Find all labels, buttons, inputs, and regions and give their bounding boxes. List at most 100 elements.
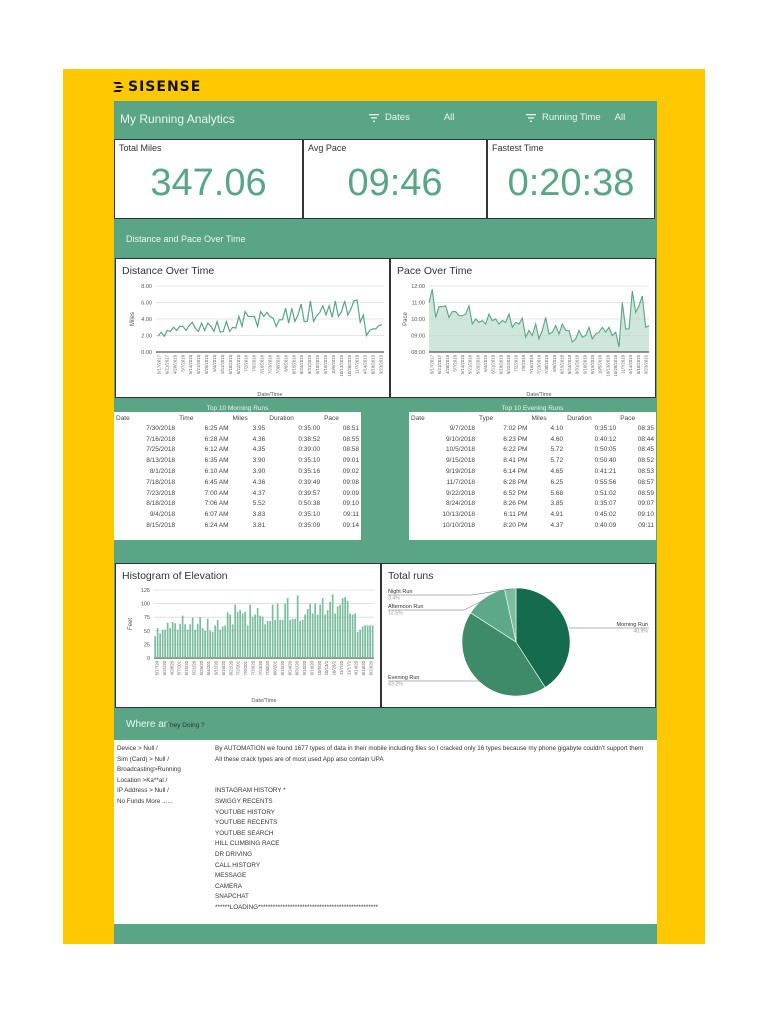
kpi-value: 09:46 xyxy=(347,162,443,204)
sisense-logo-icon xyxy=(113,82,124,92)
note-line: All these crack types are of most used A… xyxy=(215,755,384,763)
filter-dates-value[interactable]: All xyxy=(443,112,455,123)
table-row[interactable]: 8/13/2018 6:35 AM 3.90 0:35:10 09:01 xyxy=(114,455,361,466)
total-runs-card[interactable]: Total runs Morning Run 40.9% Evening Run 43… xyxy=(381,563,656,708)
svg-text:Afternoon Run: Afternoon Run xyxy=(388,604,423,610)
note-line: By AUTOMATION we found 1677 types of dat… xyxy=(215,745,644,752)
filter-running-time-value[interactable]: All xyxy=(614,112,626,123)
table-row[interactable]: 9/15/2018 8:41 PM 5.72 0:50:40 08:52 xyxy=(409,455,656,466)
svg-text:25: 25 xyxy=(144,642,150,648)
table-cell: 08:55 xyxy=(342,435,359,443)
table-row[interactable]: 9/7/2018 7:02 PM 4.10 0:35:10 08:35 xyxy=(409,423,656,434)
table-cell: 09:11 xyxy=(638,522,654,530)
column-header[interactable]: Pace xyxy=(620,415,636,422)
elevation-bar-chart[interactable]: 0 25 50 75 100 125 5/17/20 6/21/20 4/28/20 5/7/20… xyxy=(116,564,379,706)
table-cell: 08:53 xyxy=(637,468,654,476)
pace-over-time-card[interactable]: Pace Over Time 08:00 09:00 10:00 11:00 12:00… xyxy=(390,258,656,398)
note-line: INSTAGRAM HISTORY * xyxy=(215,787,286,795)
svg-text:8/24/2018: 8/24/2018 xyxy=(299,354,304,374)
histogram-elevation-card[interactable]: Histogram of Elevation 0 25 50 75 100 125 5/17… xyxy=(115,563,381,708)
svg-text:10/28/2018: 10/28/2018 xyxy=(613,354,618,376)
table-cell: 09:01 xyxy=(342,457,359,465)
table-cell: 08:57 xyxy=(637,478,654,486)
column-header[interactable]: Date xyxy=(116,415,130,422)
section-title: Distance and Pace Over Time xyxy=(126,234,246,244)
table-cell: 6:35 AM xyxy=(204,457,229,465)
table-cell: 4.36 xyxy=(252,478,266,486)
table-cell: 0:55:56 xyxy=(594,478,617,486)
table-cell: 0:39:57 xyxy=(298,489,321,497)
svg-text:11/7/20: 11/7/20 xyxy=(339,660,344,675)
table-cell: 7/30/2018 xyxy=(146,424,176,432)
column-header[interactable]: Type xyxy=(478,415,494,422)
svg-text:5/17/2017: 5/17/2017 xyxy=(430,354,435,374)
table-cell: 10/5/2018 xyxy=(446,446,475,454)
column-header[interactable]: Date xyxy=(411,415,425,422)
table-cell: 6:45 AM xyxy=(204,478,229,486)
table-row[interactable]: 9/10/2018 6:23 PM 4.60 0:40:12 08:44 xyxy=(409,434,656,445)
column-header[interactable]: Miles xyxy=(531,415,547,422)
table-cell: 4.36 xyxy=(252,435,266,443)
table-cell: 5.72 xyxy=(550,457,564,465)
svg-text:11:00: 11:00 xyxy=(412,301,425,307)
table-row[interactable]: 8/1/2018 6:10 AM 3.90 0:35:16 09:02 xyxy=(114,466,361,477)
table-cell: 0:39:49 xyxy=(298,478,321,486)
notes-panel: Device > Null / Sim (Card) > Null / Broadc… xyxy=(114,740,657,924)
table-row[interactable]: 7/18/2018 6:45 AM 4.36 0:39:49 09:08 xyxy=(114,477,361,488)
column-header[interactable]: Pace xyxy=(324,415,339,422)
table-cell: 3.85 xyxy=(550,500,564,508)
top-evening-runs-table[interactable]: Top 10 Evening Runs Date Type Miles Duratio… xyxy=(409,405,656,540)
chart-title: Pace Over Time xyxy=(397,265,473,277)
table-cell: 6.25 xyxy=(550,478,564,486)
table-row[interactable]: 10/10/2018 8:20 PM 4.37 0:40:09 09:11 xyxy=(409,520,656,531)
table-row[interactable]: 7/25/2018 6:12 AM 4.35 0:39:00 08:58 xyxy=(114,445,361,456)
svg-text:Feet: Feet xyxy=(128,618,134,630)
table-row[interactable]: 9/4/2018 6:07 AM 3.83 0:35:10 09:11 xyxy=(114,509,361,520)
table-row[interactable]: 10/5/2018 6:22 PM 5.72 0:50:05 08:45 xyxy=(409,445,656,456)
table-row[interactable]: 7/16/2018 6:28 AM 4.36 0:38:52 08:55 xyxy=(114,434,361,445)
table-cell: 09:14 xyxy=(342,522,359,530)
table-row[interactable]: 8/18/2018 7:06 AM 5.52 0:50:38 09:10 xyxy=(114,499,361,510)
svg-text:5/21/2018: 5/21/2018 xyxy=(196,354,201,374)
table-row[interactable]: 7/23/2018 7:00 AM 4.37 0:39:57 09:09 xyxy=(114,488,361,499)
table-caption: Top 10 Morning Runs xyxy=(206,405,269,412)
table-cell: 0:39:00 xyxy=(298,446,321,454)
svg-text:6/11/2018: 6/11/2018 xyxy=(220,354,225,373)
svg-text:11/7/2018: 11/7/2018 xyxy=(355,354,360,373)
table-cell: 8/13/2018 xyxy=(146,457,176,465)
svg-text:5/17/20: 5/17/20 xyxy=(155,660,160,675)
table-cell: 4.35 xyxy=(252,446,266,454)
column-header[interactable]: Time xyxy=(179,415,194,422)
kpi-avg-pace[interactable]: Avg Pace 09:46 xyxy=(303,139,487,219)
table-cell: 3.83 xyxy=(252,511,266,519)
section-title-suffix: They Doing ? xyxy=(166,722,205,729)
table-cell: 09:10 xyxy=(342,500,359,508)
svg-text:8/18/20: 8/18/20 xyxy=(361,660,366,675)
column-header[interactable]: Duration xyxy=(567,415,592,422)
table-row[interactable]: 9/19/2018 6:14 PM 4.65 0:41:21 08:53 xyxy=(409,466,656,477)
table-row[interactable]: 7/30/2018 6:25 AM 3.95 0:35:00 08:51 xyxy=(114,423,361,434)
table-cell: 6:07 AM xyxy=(204,511,229,519)
column-header[interactable]: Miles xyxy=(232,415,248,422)
table-cell: 0:40:12 xyxy=(594,435,617,443)
table-row[interactable]: 8/15/2018 6:24 AM 3.81 0:35:09 09:14 xyxy=(114,520,361,531)
svg-text:11/17/2: 11/17/2 xyxy=(346,660,351,675)
filter-running-time[interactable]: Running Time All xyxy=(526,112,625,123)
table-cell: 11/7/2018 xyxy=(446,478,475,486)
distance-line-chart[interactable]: 0.002.004.006.008.005/17/2017 6/21/2017 4/… xyxy=(116,259,388,396)
filter-dates[interactable]: Dates All xyxy=(369,112,454,123)
column-header[interactable]: Duration xyxy=(269,415,294,422)
table-cell: 0:50:38 xyxy=(298,500,321,508)
top-morning-runs-table[interactable]: Top 10 Morning Runs Date Time Miles Duratio… xyxy=(114,405,361,540)
kpi-total-miles[interactable]: Total Miles 347.06 xyxy=(114,139,303,219)
table-row[interactable]: 11/7/2018 6:28 PM 6.25 0:55:56 08:57 xyxy=(409,477,656,488)
svg-text:6/21/20: 6/21/20 xyxy=(162,660,167,675)
table-row[interactable]: 8/24/2018 8:26 PM 3.85 0:35:07 09:07 xyxy=(409,499,656,510)
table-row[interactable]: 10/13/2018 6:11 PM 4.91 0:45:02 09:10 xyxy=(409,509,656,520)
svg-text:9/23/2019: 9/23/2019 xyxy=(379,354,384,374)
table-row[interactable]: 9/22/2018 6:52 PM 5.68 0:51:02 08:59 xyxy=(409,488,656,499)
kpi-fastest-time[interactable]: Fastest Time 0:20:38 xyxy=(487,139,655,219)
distance-over-time-card[interactable]: Distance Over Time 0.00 2.00 4.00 6.00 8.00 5… xyxy=(115,258,390,398)
pace-area-chart[interactable]: 08:00 09:00 10:00 11:00 12:00 5/17/2017 6/21/2… xyxy=(391,259,654,396)
